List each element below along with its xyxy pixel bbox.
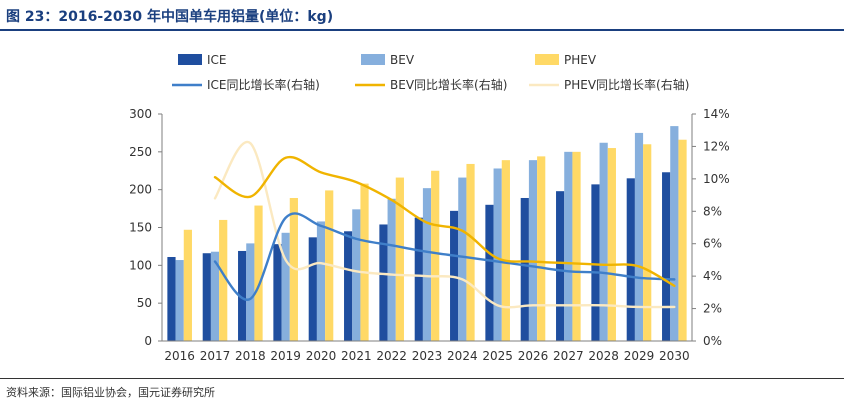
bar-bev-2026 <box>528 160 538 341</box>
x-tick-label: 2025 <box>482 349 513 363</box>
x-tick-label: 2021 <box>341 349 372 363</box>
left-tick-label: 150 <box>129 221 152 235</box>
bar-ice-2021 <box>344 231 353 341</box>
bar-bev-2018 <box>246 243 255 341</box>
right-tick-label: 2% <box>703 302 722 316</box>
bar-ice-2029 <box>626 178 635 341</box>
bar-ice-2026 <box>520 197 529 341</box>
bar-bev-2027 <box>564 151 573 341</box>
legend-swatch-ice <box>178 54 202 65</box>
line-phev-growth <box>213 140 676 309</box>
x-tick-label: 2020 <box>306 349 337 363</box>
right-tick-label: 10% <box>703 172 730 186</box>
bar-ice-2030 <box>662 172 671 341</box>
bar-phev-2023 <box>431 170 440 341</box>
bar-phev-2022 <box>395 177 404 341</box>
x-tick-label: 2029 <box>624 349 655 363</box>
bar-bev-2020 <box>316 221 326 341</box>
chart-title: 图 23：2016-2030 年中国单车用铝量(单位：kg) <box>6 9 334 25</box>
bar-bev-2019 <box>281 232 290 341</box>
line-ice-growth <box>213 212 676 301</box>
source-note: 资料来源：国际铝业协会，国元证券研究所 <box>6 386 215 399</box>
right-tick-label: 6% <box>703 237 722 251</box>
legend-swatch-bev <box>361 54 385 65</box>
bar-ice-2023 <box>414 217 423 341</box>
x-tick-label: 2018 <box>235 349 266 363</box>
right-tick-label: 12% <box>703 139 730 153</box>
bar-phev-2029 <box>643 144 652 341</box>
right-tick-label: 14% <box>703 107 730 121</box>
right-tick-label: 4% <box>703 269 722 283</box>
legend-label-phev: PHEV <box>564 53 597 67</box>
bar-phev-2016 <box>183 229 192 341</box>
bar-ice-2022 <box>379 224 388 341</box>
bar-bev-2016 <box>175 260 184 341</box>
bar-bev-2030 <box>670 126 679 342</box>
bar-phev-2017 <box>219 219 228 341</box>
x-tick-label: 2017 <box>200 349 231 363</box>
bar-phev-2024 <box>466 163 475 341</box>
bar-ice-2018 <box>238 250 247 341</box>
bar-ice-2016 <box>167 257 176 341</box>
right-tick-label: 0% <box>703 334 722 348</box>
bar-bev-2025 <box>493 168 502 341</box>
footer-divider <box>0 378 844 379</box>
legend-swatch-phev <box>535 54 559 65</box>
title-divider <box>0 29 844 31</box>
bar-phev-2021 <box>360 183 369 341</box>
bar-ice-2027 <box>556 191 565 341</box>
x-tick-label: 2028 <box>588 349 619 363</box>
legend-label-bev: BEV <box>390 53 415 67</box>
bar-phev-2027 <box>572 151 581 341</box>
left-tick-label: 0 <box>144 334 152 348</box>
bar-ice-2028 <box>591 184 600 341</box>
bar-bev-2024 <box>458 177 467 341</box>
bar-phev-2025 <box>501 160 510 341</box>
bar-ice-2024 <box>450 210 459 341</box>
line-bev-growth <box>213 155 676 288</box>
left-tick-label: 50 <box>137 296 152 310</box>
left-tick-label: 250 <box>129 145 152 159</box>
x-tick-label: 2030 <box>659 349 690 363</box>
legend-label-ice-growth: ICE同比增长率(右轴) <box>207 77 320 92</box>
line-layer <box>213 140 676 309</box>
x-tick-label: 2027 <box>553 349 584 363</box>
bar-ice-2020 <box>308 237 317 341</box>
x-tick-label: 2019 <box>270 349 301 363</box>
right-tick-label: 8% <box>703 204 722 218</box>
bar-phev-2028 <box>607 148 616 341</box>
bar-bev-2021 <box>352 209 361 341</box>
bar-ice-2019 <box>273 244 282 341</box>
bar-phev-2030 <box>678 139 687 341</box>
bar-layer <box>167 126 687 342</box>
left-tick-label: 200 <box>129 183 152 197</box>
x-tick-label: 2023 <box>412 349 443 363</box>
legend-label-bev-growth: BEV同比增长率(右轴) <box>390 77 507 92</box>
legend: ICE BEV PHEV ICE同比增长率(右轴) BEV同比增长率(右轴) PHEV同比… <box>172 53 689 92</box>
bar-phev-2026 <box>537 156 546 341</box>
left-tick-label: 300 <box>129 107 152 121</box>
bar-bev-2028 <box>599 142 608 341</box>
bar-phev-2018 <box>254 205 263 341</box>
x-tick-label: 2022 <box>376 349 407 363</box>
legend-label-ice: ICE <box>207 53 227 67</box>
left-tick-label: 100 <box>129 258 152 272</box>
x-tick-label: 2026 <box>518 349 549 363</box>
bar-bev-2023 <box>422 188 432 341</box>
bar-bev-2029 <box>634 132 644 341</box>
x-tick-label: 2024 <box>447 349 478 363</box>
bar-bev-2017 <box>210 251 220 341</box>
bar-ice-2017 <box>202 253 211 341</box>
bar-ice-2025 <box>485 204 494 341</box>
legend-label-phev-growth: PHEV同比增长率(右轴) <box>564 77 689 92</box>
x-tick-label: 2016 <box>164 349 195 363</box>
bar-bev-2022 <box>387 198 396 341</box>
axes-layer: 0 50 100 150 200 250 300 0% 2% 4% 6% 8% 10% 12% 14% 201… <box>129 107 730 363</box>
